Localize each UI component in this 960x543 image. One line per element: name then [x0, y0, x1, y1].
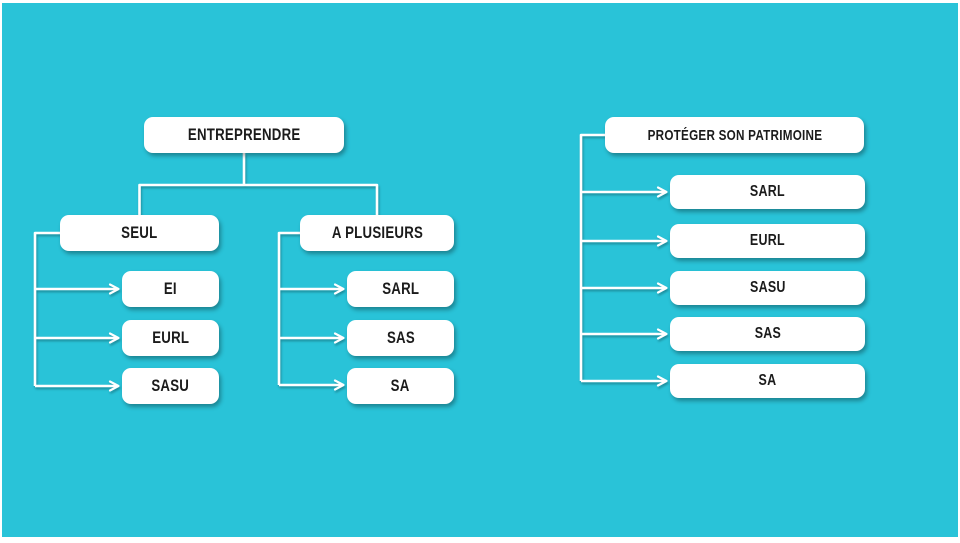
node-eurl-label: EURL: [151, 328, 190, 347]
slide-background: ENTREPRENDRE SEUL A PLUSIEURS EI EURL SA…: [2, 3, 958, 537]
connector-patrimoine-bracket: [579, 133, 605, 381]
node-patrimoine-sas-label: SAS: [754, 325, 781, 342]
node-patrimoine-sa: SA: [670, 364, 865, 398]
connector-seul-bracket: [33, 231, 60, 386]
node-sasu: SASU: [122, 368, 219, 404]
node-sa-label: SA: [391, 376, 410, 395]
node-proteger-son-patrimoine-label: PROTÉGER SON PATRIMOINE: [647, 126, 822, 144]
node-patrimoine-eurl: EURL: [670, 224, 865, 258]
node-sas-label: SAS: [386, 328, 415, 347]
node-ei: EI: [122, 271, 219, 307]
node-a-plusieurs-label: A PLUSIEURS: [331, 223, 423, 242]
node-proteger-son-patrimoine: PROTÉGER SON PATRIMOINE: [605, 117, 864, 153]
node-patrimoine-sarl: SARL: [670, 175, 865, 209]
node-patrimoine-sarl-label: SARL: [750, 183, 785, 200]
node-sarl: SARL: [347, 271, 454, 307]
node-eurl: EURL: [122, 320, 219, 356]
node-sasu-label: SASU: [151, 376, 190, 395]
node-ei-label: EI: [163, 279, 177, 298]
connector-root-branches: [138, 183, 379, 215]
node-patrimoine-eurl-label: EURL: [750, 232, 785, 249]
node-seul-label: SEUL: [121, 223, 158, 242]
node-seul: SEUL: [60, 215, 219, 251]
node-sarl-label: SARL: [381, 279, 420, 298]
node-sas: SAS: [347, 320, 454, 356]
node-patrimoine-sas: SAS: [670, 317, 865, 351]
node-patrimoine-sasu-label: SASU: [749, 279, 786, 296]
node-sa: SA: [347, 368, 454, 404]
node-entreprendre: ENTREPRENDRE: [144, 117, 344, 153]
node-patrimoine-sasu: SASU: [670, 271, 865, 305]
node-entreprendre-label: ENTREPRENDRE: [187, 125, 301, 144]
connector-plusieurs-bracket: [277, 231, 300, 385]
node-patrimoine-sa-label: SA: [758, 372, 777, 389]
node-a-plusieurs: A PLUSIEURS: [300, 215, 454, 251]
